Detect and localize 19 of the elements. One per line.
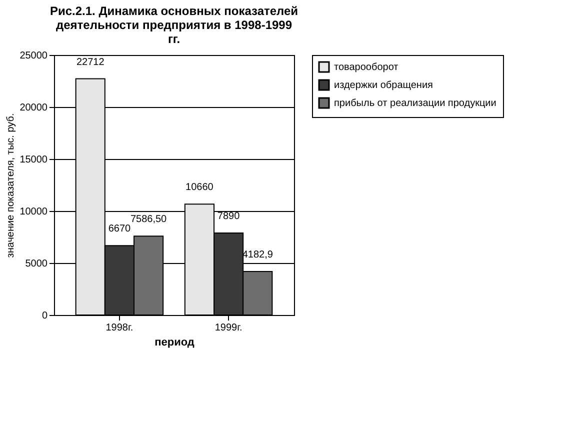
- y-tick-label: 25000: [20, 50, 48, 62]
- data-label: 6670: [108, 224, 132, 235]
- y-tick-label: 20000: [20, 102, 48, 114]
- y-tick-label: 0: [42, 310, 48, 322]
- x-tick-label: 1999г.: [214, 322, 242, 334]
- y-axis-title: значение показателя, тыс. руб.: [6, 113, 17, 258]
- data-label: 7890: [217, 210, 240, 222]
- data-label: 10660: [186, 182, 214, 194]
- legend-label: прибыль от реализации продукции: [334, 98, 496, 109]
- x-axis-title: период: [154, 336, 194, 348]
- data-label: 22712: [76, 56, 105, 68]
- y-tick-label: 10000: [20, 206, 48, 218]
- x-tick-label: 1998г.: [106, 322, 134, 334]
- legend-label: издержки обращения: [334, 80, 433, 91]
- y-tick-label: 5000: [25, 258, 48, 270]
- y-tick-label: 15000: [20, 154, 48, 166]
- chart-title: Рис.2.1. Динамика основных показателей деятельности предприятия в 1998-1999 гг.: [50, 4, 298, 46]
- legend-label: товарооборот: [334, 62, 399, 73]
- data-label: 7586,50: [130, 214, 168, 226]
